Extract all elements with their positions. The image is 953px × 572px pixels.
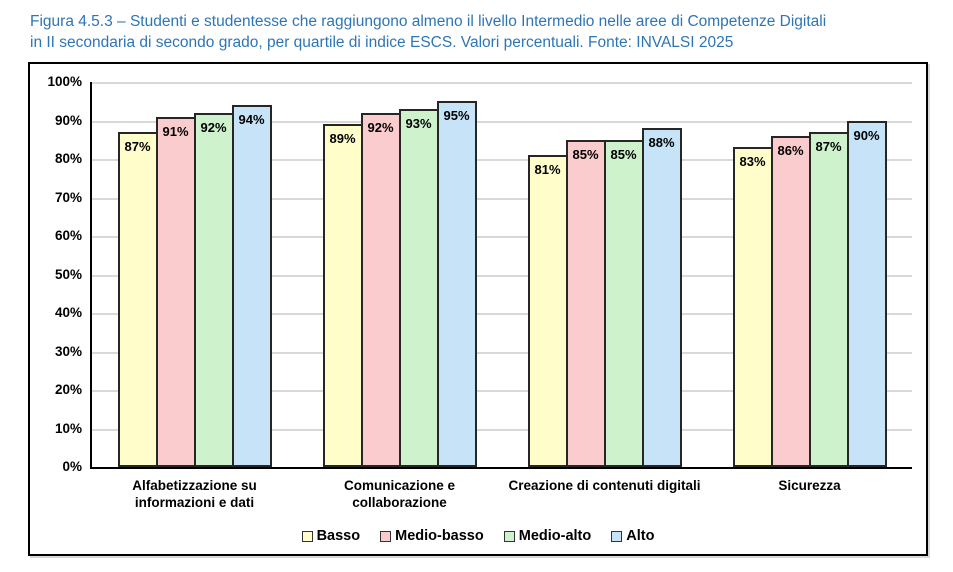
legend-swatch-icon xyxy=(380,530,392,542)
legend: Basso Medio-basso Medio-alto Alto xyxy=(30,528,926,544)
bar-alto-2: 95% xyxy=(436,101,477,467)
y-tick-label: 10% xyxy=(54,420,82,436)
legend-swatch-icon xyxy=(611,530,623,542)
bar-value-label: 91% xyxy=(162,123,189,139)
bar-medio-alto-2: 93% xyxy=(398,108,439,467)
bar-medio-basso-1: 91% xyxy=(155,116,196,467)
bar-value-label: 85% xyxy=(610,146,637,162)
bar-alto-1: 94% xyxy=(231,105,272,467)
y-tick-label: 60% xyxy=(54,228,82,243)
legend-label: Basso xyxy=(316,528,361,544)
bar-value-label: 92% xyxy=(367,119,394,135)
category-label-line: Comunicazione e xyxy=(343,478,456,493)
y-tick-label: 80% xyxy=(54,151,82,166)
category-label-3: Creazione di contenuti digitali xyxy=(502,477,707,511)
bar-group-2: 89% 92% 93% 95% xyxy=(297,82,502,467)
y-tick-label: 30% xyxy=(54,343,82,359)
legend-item-medio-basso: Medio-basso xyxy=(380,528,484,544)
bar-medio-alto-4: 87% xyxy=(808,132,849,467)
bar-medio-alto-3: 85% xyxy=(603,139,644,467)
bar-value-label: 87% xyxy=(815,139,842,155)
gridline xyxy=(92,274,912,277)
bar-value-label: 95% xyxy=(443,108,470,124)
bar-medio-basso-4: 86% xyxy=(770,135,811,467)
category-label-2: Comunicazione e collaborazione xyxy=(297,477,502,511)
y-axis-labels: 0% 10% 20% 30% 40% 50% 60% 70% 80% 90% 100% xyxy=(30,74,82,474)
x-axis-labels: Alfabetizzazione su informazioni e dati Co… xyxy=(92,477,912,511)
gridline xyxy=(92,82,912,84)
gridline xyxy=(92,428,912,431)
bar-groups: 87% 91% 92% 94% 89% 92% 93% 95% 81% 85% 85% 88% 83% 8… xyxy=(92,82,912,467)
bar-alto-3: 88% xyxy=(641,128,682,467)
y-tick-label: 0% xyxy=(62,459,82,474)
category-label-line: informazioni e dati xyxy=(134,495,255,510)
y-tick-label: 90% xyxy=(54,112,82,128)
bar-value-label: 81% xyxy=(534,162,561,178)
category-label-line: Sicurezza xyxy=(778,478,841,493)
category-label-line: collaborazione xyxy=(352,495,447,510)
bar-value-label: 92% xyxy=(200,119,227,135)
gridline xyxy=(92,197,912,200)
bar-value-label: 94% xyxy=(238,112,265,128)
bar-medio-alto-1: 92% xyxy=(193,112,234,467)
bar-medio-basso-2: 92% xyxy=(360,112,401,467)
y-tick-label: 100% xyxy=(47,74,82,89)
figure-title: Figura 4.5.3 – Studenti e studentesse ch… xyxy=(30,12,942,53)
bar-value-label: 86% xyxy=(777,142,804,158)
y-tick-label: 40% xyxy=(54,305,82,320)
legend-item-basso: Basso xyxy=(301,528,361,544)
legend-label: Alto xyxy=(626,528,655,544)
figure-title-line-1: Figura 4.5.3 – Studenti e studentesse ch… xyxy=(30,13,827,30)
gridlines xyxy=(92,82,912,467)
bar-basso-3: 81% xyxy=(527,155,568,467)
gridline xyxy=(92,313,912,315)
bar-value-label: 90% xyxy=(853,127,880,143)
bar-value-label: 85% xyxy=(572,146,599,162)
figure-title-line-2: in II secondaria di secondo grado, per q… xyxy=(30,33,734,51)
legend-swatch-icon xyxy=(301,530,313,542)
gridline xyxy=(92,351,912,354)
legend-label: Medio-alto xyxy=(518,528,592,544)
category-label-line: Creazione di contenuti digitali xyxy=(508,478,701,493)
bar-group-3: 81% 85% 85% 88% xyxy=(502,82,707,467)
category-label-4: Sicurezza xyxy=(707,477,912,511)
y-tick-label: 70% xyxy=(54,189,82,205)
bar-basso-1: 87% xyxy=(117,132,158,467)
bar-value-label: 87% xyxy=(124,139,151,155)
y-tick-label: 20% xyxy=(54,382,82,397)
legend-item-medio-alto: Medio-alto xyxy=(503,528,592,544)
bar-alto-4: 90% xyxy=(846,120,887,467)
bar-value-label: 93% xyxy=(405,115,432,131)
bar-value-label: 88% xyxy=(648,135,675,151)
gridline xyxy=(92,390,912,392)
bar-group-1: 87% 91% 92% 94% xyxy=(92,82,297,467)
y-tick-label: 50% xyxy=(54,266,82,282)
legend-swatch-icon xyxy=(503,530,515,542)
legend-item-alto: Alto xyxy=(611,528,654,544)
gridline xyxy=(92,120,912,123)
bar-value-label: 89% xyxy=(329,131,356,147)
category-label-1: Alfabetizzazione su informazioni e dati xyxy=(92,477,297,511)
bar-group-4: 83% 86% 87% 90% xyxy=(707,82,912,467)
category-label-line: Alfabetizzazione su xyxy=(132,478,257,493)
bar-basso-2: 89% xyxy=(322,124,363,467)
chart-frame: 0% 10% 20% 30% 40% 50% 60% 70% 80% 90% 100% 87% 91%… xyxy=(28,62,928,556)
bar-value-label: 83% xyxy=(739,154,766,170)
bar-medio-basso-3: 85% xyxy=(565,139,606,467)
plot-area: 87% 91% 92% 94% 89% 92% 93% 95% 81% 85% 85% 88% 83% 8… xyxy=(90,82,912,469)
legend-label: Medio-basso xyxy=(395,528,484,544)
gridline xyxy=(92,236,912,238)
gridline xyxy=(92,159,912,161)
bar-basso-4: 83% xyxy=(732,147,773,467)
